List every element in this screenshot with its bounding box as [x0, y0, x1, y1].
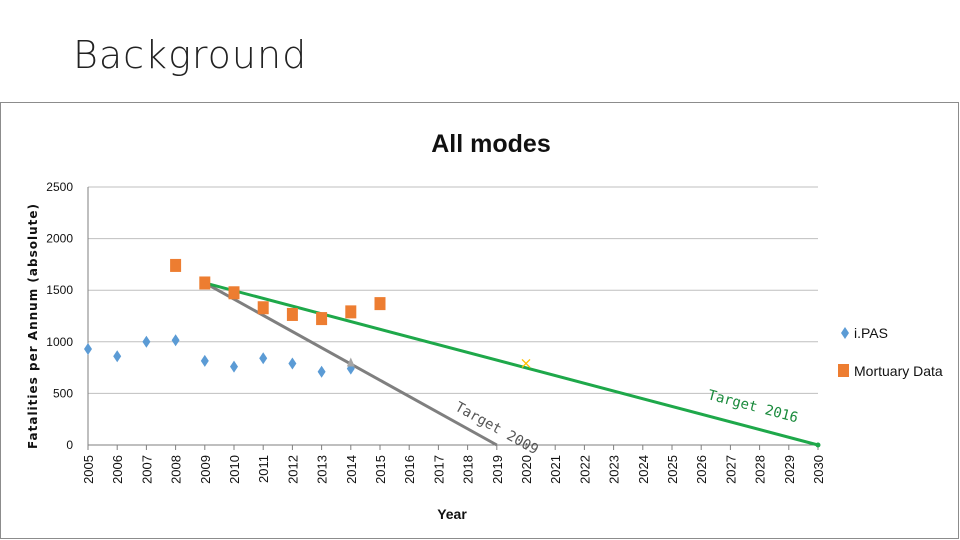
legend-ipas-marker: [841, 327, 849, 339]
y-tick-label: 2000: [46, 232, 73, 246]
mortuary-point: [286, 307, 298, 321]
x-tick-label: 2006: [110, 455, 125, 484]
slide-title: Background: [73, 33, 308, 77]
legend-mortuary-marker: [838, 364, 849, 377]
y-tick-label: 500: [53, 386, 73, 400]
mortuary-point: [228, 286, 240, 300]
x-axis-label: Year: [437, 506, 467, 522]
mortuary-point: [257, 301, 269, 315]
mortuary-point: [345, 305, 357, 319]
x-tick-label: 2029: [782, 455, 797, 484]
ipas-point: [288, 357, 297, 370]
gridlines: [88, 186, 818, 446]
x-tick-label: 2022: [577, 455, 592, 484]
trendlines: [204, 281, 819, 447]
x-tick-label: 2020: [519, 455, 534, 484]
ipas-point: [142, 335, 151, 348]
legend: i.PAS Mortuary Data: [838, 325, 943, 379]
x-tick-label: 2021: [548, 455, 563, 484]
x-tick-label: 2009: [198, 455, 213, 484]
legend-ipas-label: i.PAS: [854, 325, 888, 341]
ipas-point: [171, 334, 180, 347]
chart-title: All modes: [431, 130, 550, 158]
x-tick-label: 2028: [753, 455, 768, 484]
x-tick-label: 2010: [227, 455, 242, 484]
ipas-point: [113, 350, 122, 363]
x-tick-label: 2015: [373, 455, 388, 484]
x-tick-label: 2011: [256, 455, 271, 483]
x-tick-label: 2005: [81, 455, 96, 484]
mortuary-point: [170, 258, 182, 272]
x-tick-label: 2026: [694, 455, 709, 484]
x-marker: [521, 359, 531, 368]
trendline: [204, 281, 819, 447]
chart-frame: [0, 102, 959, 539]
x-tick-label: 2016: [402, 455, 417, 484]
x-tick-label: 2008: [169, 455, 184, 484]
y-tick-label: 2500: [46, 180, 73, 194]
data-points: [84, 258, 821, 448]
y-tick-label: 1500: [46, 283, 73, 297]
x-tick-label: 2012: [285, 455, 300, 484]
x-tick-label: 2024: [636, 455, 651, 484]
mortuary-point: [199, 276, 211, 290]
ipas-point: [84, 343, 92, 356]
legend-mortuary-label: Mortuary Data: [854, 363, 943, 379]
x-tick-label: 2018: [461, 455, 476, 484]
x-tick-label: 2017: [431, 455, 446, 484]
x-tick-label: 2007: [139, 455, 154, 484]
ipas-point: [230, 360, 238, 373]
y-axis-label: Fatalities per Annum (absolute): [26, 203, 40, 449]
x-marker-stroke: [521, 359, 531, 368]
x-tick-label: 2025: [665, 455, 680, 484]
ipas-point: [200, 354, 209, 367]
x-tick-label: 2013: [315, 455, 330, 484]
x-tick-label: 2023: [607, 455, 622, 484]
y-tick-label: 1000: [46, 335, 73, 349]
mortuary-point: [374, 297, 386, 311]
labels: 0 500 1000 1500 2000 2500 2005 2006 2007 2008 2009…: [26, 130, 943, 522]
y-tick-label: 0: [66, 438, 73, 452]
x-tick-label: 2019: [490, 455, 505, 484]
x-tick-label: 2030: [811, 455, 826, 484]
x-tick-label: 2014: [344, 455, 359, 484]
triangle-marker: [346, 357, 355, 367]
x-tick-label: 2027: [723, 455, 738, 484]
ipas-point: [317, 365, 326, 378]
mortuary-point: [316, 312, 328, 326]
ipas-point: [259, 352, 268, 365]
end-dot: [815, 442, 821, 448]
